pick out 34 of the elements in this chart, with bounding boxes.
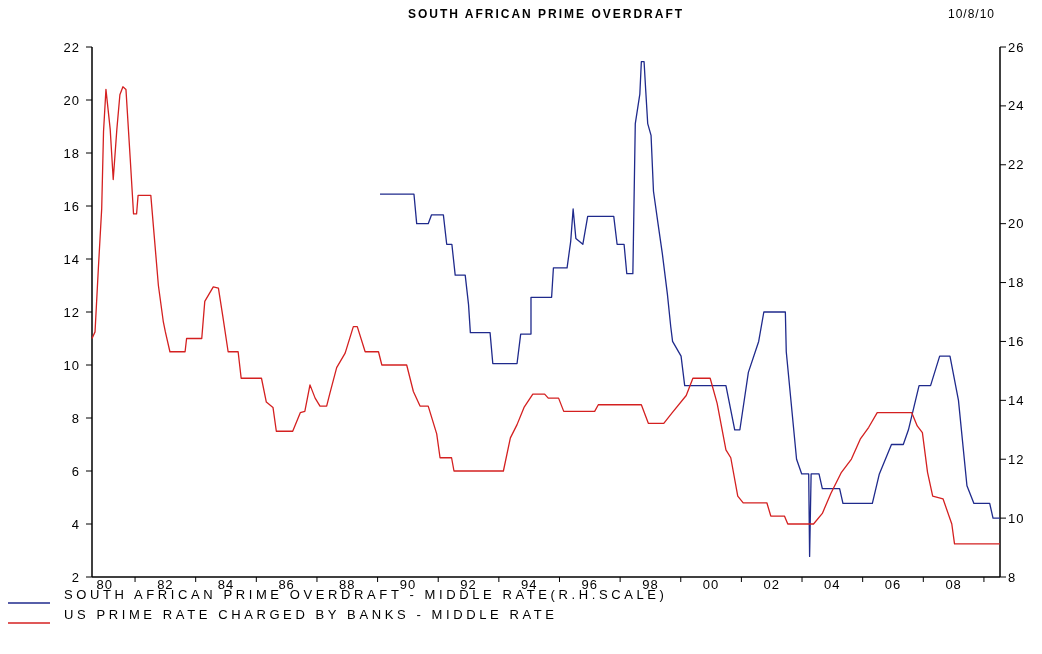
y-tick-label: 20 [63,92,80,108]
y-tick-label: 4 [71,516,80,532]
y-tick-label: 6 [71,463,80,479]
y-tick-label: 16 [63,198,80,214]
y2-tick-label: 16 [1008,333,1025,349]
y2-tick-label: 20 [1008,216,1025,232]
y2-tick-label: 18 [1008,275,1025,291]
y-tick-label: 2 [71,569,80,585]
y-tick-label: 18 [63,145,80,161]
x-tick-label: 90 [399,577,417,592]
y-tick-label: 10 [63,357,80,373]
y-tick-label: 8 [71,410,80,426]
x-tick-label: 04 [824,577,841,592]
x-tick-label: 84 [217,577,235,592]
x-tick-label: 06 [884,577,902,592]
y2-tick-label: 12 [1008,451,1025,467]
y2-tick-label: 10 [1008,510,1025,526]
y-tick-label: 12 [63,304,80,320]
x-tick-label: 02 [763,577,780,592]
x-tick-label: 08 [945,577,962,592]
text: 10/8/10 [947,7,995,21]
y-tick-label: 22 [63,39,80,55]
legend-label: US PRIME RATE CHARGED BY BANKS - MIDDLE RATE [64,607,558,622]
x-tick-label: 92 [460,577,477,592]
y2-tick-label: 14 [1008,392,1025,408]
chart-title: SOUTH AFRICAN PRIME OVERDRAFT [407,7,685,21]
y2-tick-label: 26 [1008,39,1025,55]
y-tick-label: 14 [63,251,80,267]
line-series [91,86,1001,545]
x-tick-label: 00 [702,577,720,592]
y2-tick-label: 8 [1008,569,1017,585]
y2-tick-label: 22 [1008,157,1025,173]
line-series [379,61,1001,558]
y2-tick-label: 24 [1008,98,1025,114]
